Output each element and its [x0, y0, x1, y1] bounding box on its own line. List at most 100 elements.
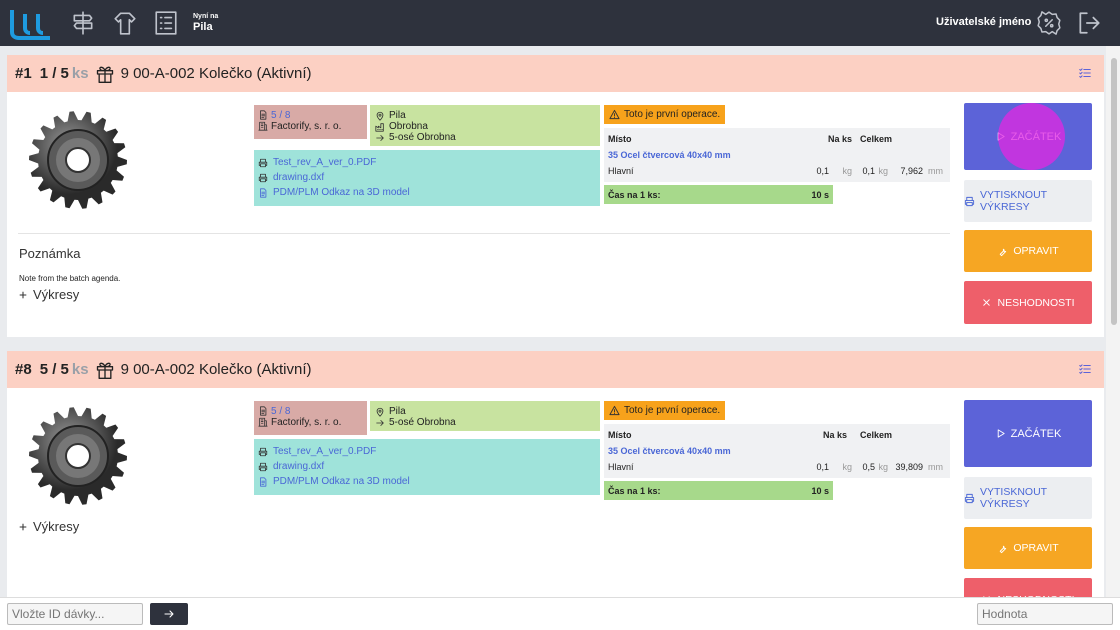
file-icon [258, 476, 268, 487]
per-piece-unit: kg [842, 166, 852, 176]
card-body: 5 / 8 Factorify, s. r. o. Pila Obrobna 5-osé… [7, 92, 1104, 352]
location-line: Pila [375, 406, 595, 417]
length-unit: mm [928, 462, 943, 472]
action-button[interactable]: ZAČÁTEK [964, 400, 1092, 467]
drawings-label: Výkresy [33, 287, 80, 302]
action-button[interactable]: VYTISKNOUT VÝKRESY [964, 180, 1092, 222]
order-icon [258, 110, 268, 121]
button-label: VYTISKNOUT VÝKRESY [980, 189, 1047, 213]
settings-icon[interactable] [1036, 10, 1062, 36]
material: 35 Ocel čtvercová 40x40 mm [608, 150, 731, 160]
total: 0,1 [862, 166, 875, 176]
file-line: PDM/PLM Odkaz na 3D model [258, 474, 596, 489]
table-header: Místo [608, 430, 632, 440]
action-button[interactable]: NESHODNOSTI [964, 578, 1092, 597]
files-box: Test_rev_A_ver_0.PDF drawing.dxf PDM/PLM O… [254, 150, 600, 206]
file-link[interactable]: PDM/PLM Odkaz na 3D model [273, 187, 410, 198]
action-button[interactable]: NESHODNOSTI [964, 281, 1092, 324]
plus-icon [18, 522, 28, 532]
nav-icon[interactable] [153, 10, 179, 36]
nav-icon[interactable] [112, 10, 138, 36]
checklist-icon[interactable] [1078, 362, 1092, 376]
quantity-value: 5 / 5 [39, 361, 69, 378]
warning-text: Toto je první operace. [624, 109, 721, 120]
button-icon [964, 196, 975, 207]
drawings-toggle[interactable]: Výkresy [18, 519, 79, 534]
file-icon [258, 187, 268, 198]
action-button[interactable]: VYTISKNOUT VÝKRESY [964, 477, 1092, 519]
time-label: Čas na 1 ks: [608, 485, 661, 496]
location-icon [375, 418, 385, 428]
button-label: OPRAVIT [1013, 245, 1059, 257]
button-icon [995, 428, 1006, 439]
button-label: OPRAVIT [1013, 542, 1059, 554]
info-column: 5 / 8 Factorify, s. r. o. Pila 5-osé Obrobn… [254, 401, 600, 495]
file-line: Test_rev_A_ver_0.PDF [258, 155, 596, 170]
drawings-label: Výkresy [33, 519, 80, 534]
value-input[interactable] [977, 603, 1113, 625]
order-icon [258, 406, 268, 417]
batch-list: #1 1 / 5 ks 9 00-A-002 Kolečko (Aktivní) 5 /… [0, 46, 1120, 597]
button-label: ZAČÁTEK [1010, 427, 1062, 440]
touch-indicator [998, 103, 1065, 170]
divider [18, 233, 950, 234]
total-unit: kg [878, 166, 888, 176]
table-header: Na ks [822, 430, 847, 440]
quantity-value: 1 / 5 [39, 65, 69, 82]
info-column: 5 / 8 Factorify, s. r. o. Pila Obrobna 5-osé… [254, 105, 600, 206]
file-link[interactable]: Test_rev_A_ver_0.PDF [273, 446, 377, 457]
drawings-toggle[interactable]: Výkresy [18, 287, 79, 302]
file-link[interactable]: drawing.dxf [273, 172, 325, 183]
card-body: 5 / 8 Factorify, s. r. o. Pila 5-osé Obrobn… [7, 388, 1104, 597]
nav-icon[interactable] [70, 10, 96, 36]
per-piece: 0,1 [816, 462, 829, 472]
username[interactable]: Uživatelské jméno [936, 16, 1032, 28]
file-link[interactable]: Test_rev_A_ver_0.PDF [273, 157, 377, 168]
warning-icon [609, 109, 620, 120]
plus-icon [18, 290, 28, 300]
material-table: Místo Na ks Celkem 35 Ocel čtvercová 40x40 … [604, 128, 950, 182]
length: 7,962 [900, 166, 923, 176]
button-icon [997, 246, 1008, 257]
part-image [28, 110, 128, 210]
time: 10 s [811, 189, 829, 200]
location-box: Pila 5-osé Obrobna [370, 401, 600, 431]
order-box: 5 / 8 Factorify, s. r. o. [254, 401, 367, 435]
location-box: Pila Obrobna 5-osé Obrobna [370, 105, 600, 146]
info-row: 5 / 8 Factorify, s. r. o. Pila Obrobna 5-osé… [254, 105, 600, 146]
location-line: Pila [375, 110, 595, 121]
length-unit: mm [928, 166, 943, 176]
order: 5 / 8 [271, 406, 291, 417]
company-icon [258, 417, 268, 428]
file-line: drawing.dxf [258, 459, 596, 474]
table-header: Celkem [860, 430, 893, 440]
action-button[interactable]: OPRAVIT [964, 230, 1092, 272]
logo[interactable] [8, 8, 54, 40]
location-line: 5-osé Obrobna [375, 417, 595, 428]
submit-button[interactable] [150, 603, 188, 625]
company-line: Factorify, s. r. o. [258, 121, 363, 132]
location: 5-osé Obrobna [389, 417, 456, 428]
per-piece-unit: kg [842, 462, 852, 472]
per-piece: 0,1 [816, 166, 829, 176]
row-place: Hlavní [608, 166, 634, 176]
location-icon [375, 122, 385, 132]
logout-icon[interactable] [1076, 10, 1102, 36]
table-header: Místo [608, 134, 632, 144]
location: 5-osé Obrobna [389, 132, 456, 143]
batch-id-input[interactable] [7, 603, 143, 625]
file-link[interactable]: drawing.dxf [273, 461, 325, 472]
warning-text: Toto je první operace. [624, 405, 721, 416]
button-icon [997, 543, 1008, 554]
quantity: 5 / 5 ks [40, 361, 89, 378]
order-box: 5 / 8 Factorify, s. r. o. [254, 105, 367, 139]
button-label: NESHODNOSTI [997, 296, 1075, 309]
action-button[interactable]: OPRAVIT [964, 527, 1092, 569]
location: Pila [389, 406, 406, 417]
scrollbar [1106, 46, 1120, 597]
action-button[interactable]: ZAČÁTEK [964, 103, 1092, 170]
checklist-icon[interactable] [1078, 66, 1092, 80]
file-link[interactable]: PDM/PLM Odkaz na 3D model [273, 476, 410, 487]
file-line: Test_rev_A_ver_0.PDF [258, 444, 596, 459]
